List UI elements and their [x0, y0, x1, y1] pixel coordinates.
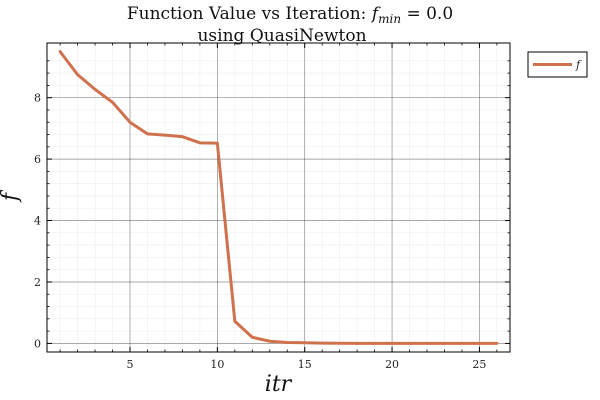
- ticks: 5 10 15 20 25 0 2 4 6 8: [34, 43, 510, 371]
- title-f-variable: f: [370, 4, 381, 24]
- y-tick-label: 0: [34, 337, 41, 350]
- y-tick-label: 6: [34, 153, 41, 166]
- series-line-f: [58, 50, 499, 345]
- y-tick-label: 8: [34, 92, 41, 105]
- series-group: [58, 50, 499, 345]
- x-tick-label: 10: [210, 358, 224, 371]
- legend-label: f: [575, 59, 582, 72]
- x-axis-label: itr: [265, 372, 293, 397]
- x-tick-label: 20: [385, 358, 399, 371]
- x-tick-label: 25: [472, 358, 486, 371]
- y-axis-label: f: [0, 189, 23, 203]
- chart-title: Function Value vs Iteration: fmin = 0.0: [127, 4, 453, 26]
- chart-subtitle: using QuasiNewton: [197, 26, 366, 46]
- y-tick-label: 2: [34, 276, 41, 289]
- x-tick-label: 15: [298, 358, 312, 371]
- title-value: = 0.0: [401, 4, 453, 24]
- y-tick-label: 4: [34, 215, 41, 228]
- legend: f: [527, 51, 588, 78]
- x-tick-label: 5: [126, 358, 133, 371]
- grid: [47, 43, 510, 352]
- title-main: Function Value vs Iteration:: [127, 4, 372, 24]
- plot-frame: [46, 42, 511, 353]
- title-subscript: min: [378, 12, 401, 26]
